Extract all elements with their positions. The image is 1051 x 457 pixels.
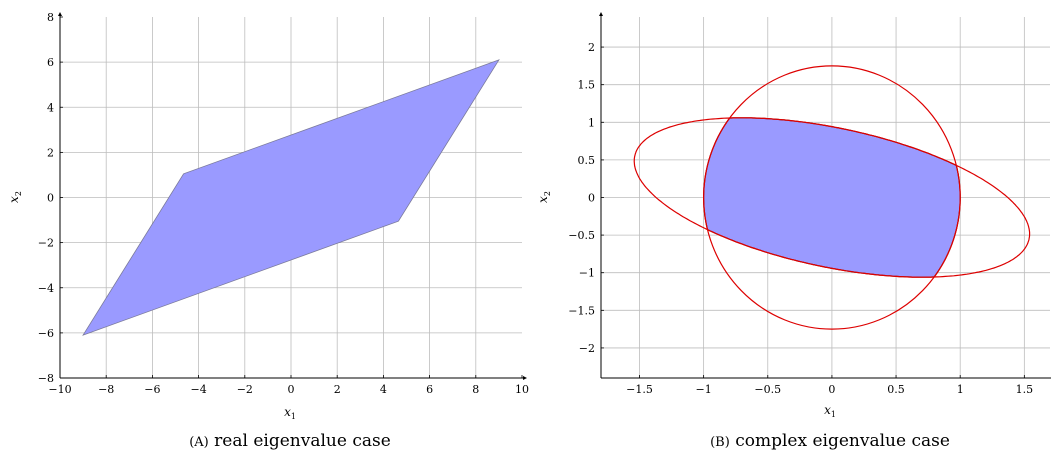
y-tick-label-b-7: 1.5 [578,79,596,92]
x-tick-label-a-6: 2 [334,383,341,396]
x-tick-label-a-0: −10 [48,383,71,396]
y-tick-label-b-0: −2 [579,342,595,355]
x-tick-label-b-1: −1 [696,383,712,396]
region-b [633,65,1031,330]
ticks-b: −1.5 −1 −0.5 0 0.5 1 1.5 −2 −1.5 −1 −0.5 0 0.5 1 1.5 2 [568,41,1033,396]
y-tick-label-b-8: 2 [588,41,595,54]
feasible-region-polygon [82,59,500,336]
caption-a: (A) real eigenvalue case [189,431,391,451]
ellipse-tilted [633,117,1031,278]
y-tick-label-a-2: −4 [38,282,54,295]
y-tick-label-a-3: −2 [38,237,54,250]
y-axis-arrow-a [58,12,62,16]
x-tick-label-a-9: 8 [472,383,479,396]
y-tick-label-b-2: −1 [579,267,595,280]
region-a [82,59,500,336]
x-tick-label-b-6: 1.5 [1016,383,1034,396]
y-tick-label-a-0: −8 [38,372,54,385]
x-tick-label-a-3: −4 [190,383,206,396]
y-axis-arrow-b [599,12,603,16]
y-tick-label-b-4: 0 [588,192,595,205]
x-axis-label-b: x1 [824,403,836,419]
axes-b [599,12,1051,379]
x-tick-label-a-1: −8 [98,383,114,396]
x-tick-label-b-5: 1 [957,383,964,396]
y-tick-label-a-6: 4 [47,101,54,114]
x-tick-label-a-5: 0 [288,383,295,396]
y-tick-label-b-3: −0.5 [568,229,595,242]
panel-complex-eigenvalue: −1.5 −1 −0.5 0 0.5 1 1.5−2−1.5−1−0.500.511.52 … [536,12,1051,451]
ellipse-vertical [703,65,961,330]
x-tick-label-a-10: 10 [515,383,529,396]
axes-a [58,12,527,380]
y-tick-label-a-4: 0 [47,192,54,205]
x-tick-label-b-2: −0.5 [754,383,781,396]
y-tick-label-a-7: 6 [47,56,54,69]
caption-b: (B) complex eigenvalue case [710,431,950,451]
intersection-region [702,117,961,278]
x-axis-arrow-a [523,376,527,380]
y-axis-label-b: x2 [536,191,552,203]
y-tick-label-b-6: 1 [588,116,595,129]
x-tick-label-a-7: 4 [380,383,387,396]
y-tick-label-a-8: 8 [47,11,54,24]
x-axis-label-a: x1 [284,405,296,421]
y-tick-label-a-1: −6 [38,327,54,340]
x-tick-label-b-0: −1.5 [626,383,653,396]
x-tick-label-a-8: 6 [426,383,433,396]
x-tick-label-a-4: −2 [237,383,253,396]
x-tick-label-b-3: 0 [828,383,835,396]
y-axis-label-a: x2 [7,191,23,203]
x-tick-label-b-4: 0.5 [887,383,905,396]
x-tick-label-a-2: −6 [144,383,160,396]
y-tick-label-a-5: 2 [47,146,54,159]
y-tick-label-b-1: −1.5 [568,304,595,317]
y-tick-label-b-5: 0.5 [578,154,596,167]
